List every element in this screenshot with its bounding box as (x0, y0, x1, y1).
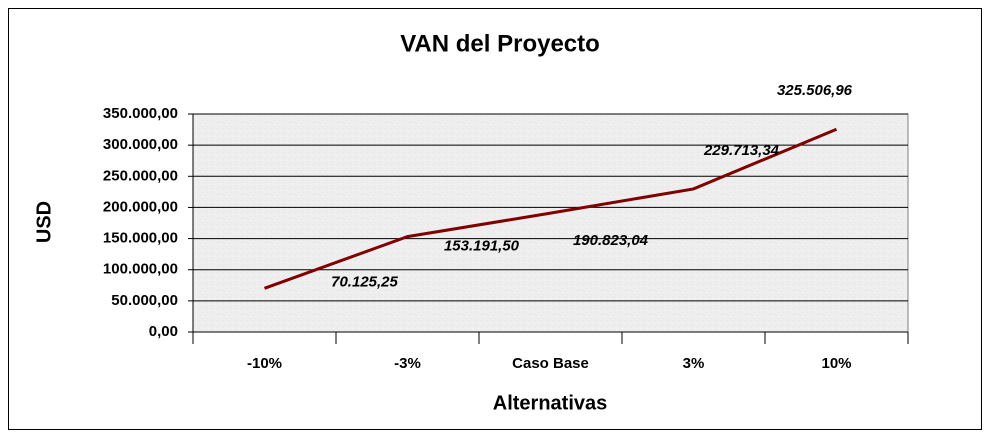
y-tick-label: 200.000,00 (103, 198, 178, 215)
data-label: 153.191,50 (444, 238, 520, 255)
y-tick-label: 300.000,00 (103, 136, 178, 153)
x-tick-label: 10% (821, 355, 851, 372)
x-tick-label: -3% (394, 355, 421, 372)
data-label: 190.823,04 (573, 232, 649, 249)
data-label: 70.125,25 (331, 273, 398, 290)
data-label: 325.506,96 (777, 82, 853, 99)
data-label: 229.713,34 (703, 142, 780, 159)
y-tick-label: 50.000,00 (111, 292, 178, 309)
plot-area (192, 113, 909, 333)
x-tick-label: 3% (683, 355, 705, 372)
y-tick-label: 250.000,00 (103, 167, 178, 184)
y-tick-label: 350.000,00 (103, 105, 178, 122)
x-tick-label: Caso Base (512, 355, 589, 372)
line (263, 127, 838, 290)
chart-title: VAN del Proyecto (400, 30, 600, 57)
y-axis-label: USD (33, 201, 55, 243)
x-tick-label: -10% (247, 355, 282, 372)
y-tick-label: 150.000,00 (103, 230, 178, 247)
y-tick-label: 100.000,00 (103, 261, 178, 278)
x-axis-label: Alternativas (493, 392, 608, 414)
y-tick-label: 0,00 (149, 323, 178, 340)
